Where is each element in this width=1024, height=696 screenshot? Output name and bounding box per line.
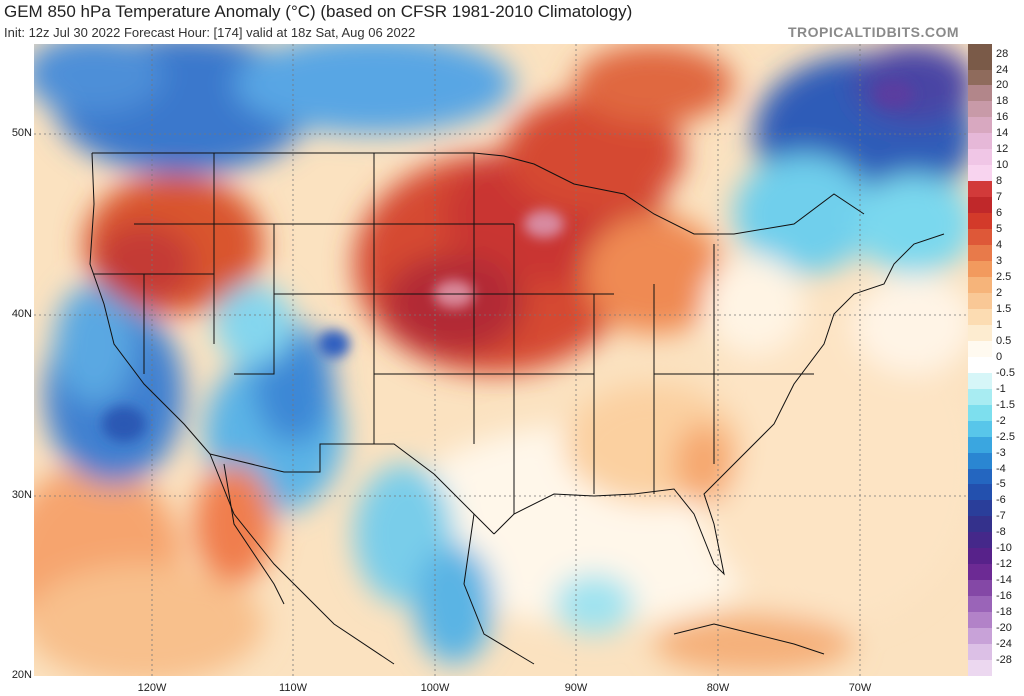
- legend-swatch: [968, 340, 992, 358]
- map-title: GEM 850 hPa Temperature Anomaly (°C) (ba…: [4, 2, 633, 21]
- legend-label: 20: [996, 79, 1009, 92]
- legend-swatch: [968, 308, 992, 326]
- legend-label: 8: [996, 175, 1003, 188]
- legend-label: -18: [996, 606, 1012, 619]
- legend-label: 18: [996, 95, 1009, 108]
- legend-label: 2.5: [996, 271, 1012, 283]
- lat-label-40n: 40N: [11, 308, 32, 320]
- legend-label: -2.5: [996, 430, 1015, 443]
- legend-swatch: [968, 85, 992, 102]
- legend-swatch: [968, 117, 992, 134]
- legend-swatch: [968, 181, 992, 198]
- legend-label: 6: [996, 207, 1003, 220]
- legend-label: -24: [996, 638, 1012, 651]
- legend-swatch-cap: [968, 44, 992, 54]
- legend-swatch: [968, 516, 992, 533]
- lon-label-100w: 100W: [420, 682, 450, 694]
- legend-label: -16: [996, 590, 1012, 603]
- legend-swatch: [968, 277, 992, 294]
- legend-label: 3: [996, 255, 1003, 268]
- legend-swatch: [968, 292, 992, 310]
- legend-swatch: [968, 564, 992, 581]
- legend-swatch: [968, 468, 992, 485]
- legend-swatch: [968, 261, 992, 278]
- legend-swatch: [968, 197, 992, 214]
- legend-swatch: [968, 149, 992, 166]
- lon-label-120w: 120W: [137, 682, 167, 694]
- forecast-info: Init: 12z Jul 30 2022 Forecast Hour: [17…: [4, 25, 416, 40]
- legend-label: -12: [996, 558, 1012, 571]
- legend-swatch: [968, 548, 992, 565]
- anomaly-field: [34, 44, 968, 676]
- legend-swatch: [968, 452, 992, 470]
- legend-swatch: [968, 404, 992, 422]
- legend-label: 7: [996, 191, 1003, 204]
- legend-swatch: [968, 324, 992, 342]
- legend-swatch: [968, 53, 992, 71]
- legend-swatch: [968, 580, 992, 597]
- legend-swatch: [968, 356, 992, 374]
- legend-label: -10: [996, 542, 1012, 555]
- legend-swatch: [968, 372, 992, 390]
- legend-swatch: [968, 229, 992, 246]
- legend-label: -2: [996, 414, 1006, 427]
- legend-label: 16: [996, 111, 1009, 124]
- legend-label: -7: [996, 510, 1006, 523]
- color-legend: [968, 44, 992, 677]
- legend-label: -14: [996, 574, 1012, 587]
- temperature-anomaly-map: [34, 44, 968, 676]
- legend-label: -5: [996, 478, 1006, 491]
- legend-label: -1: [996, 382, 1006, 395]
- lon-label-70w: 70W: [848, 682, 872, 694]
- legend-label: 28: [996, 47, 1009, 60]
- legend-swatch: [968, 245, 992, 262]
- legend-label: 10: [996, 159, 1009, 172]
- legend-swatch: [968, 628, 992, 645]
- legend-label: 1.5: [996, 302, 1012, 315]
- legend-swatch: [968, 420, 992, 438]
- lon-label-110w: 110W: [279, 682, 307, 694]
- legend-label: -3: [996, 446, 1006, 459]
- legend-swatch: [968, 101, 992, 118]
- legend-label: -0.5: [996, 366, 1015, 379]
- legend-label: 1: [996, 318, 1003, 331]
- legend-label: 4: [996, 239, 1003, 252]
- boundaries: [89, 152, 945, 665]
- watermark: TROPICALTIDBITS.COM: [788, 24, 960, 40]
- legend-label: -28: [996, 654, 1012, 667]
- legend-label: -6: [996, 494, 1006, 507]
- legend-label: -4: [996, 462, 1006, 475]
- lat-label-50n: 50N: [11, 127, 32, 139]
- lat-label-30n: 30N: [11, 489, 32, 501]
- legend-label: 0: [996, 350, 1003, 363]
- legend-swatch: [968, 532, 992, 549]
- legend-swatch: [968, 165, 992, 182]
- graticule: [34, 44, 968, 676]
- legend-swatch: [968, 436, 992, 454]
- legend-swatch: [968, 388, 992, 406]
- legend-swatch: [968, 596, 992, 613]
- lon-label-90w: 90W: [564, 682, 588, 694]
- legend-label: 5: [996, 223, 1003, 236]
- lon-label-80w: 80W: [706, 682, 730, 694]
- legend-label: 2: [996, 286, 1003, 299]
- legend-label: 24: [996, 63, 1009, 76]
- legend-swatch: [968, 69, 992, 86]
- anomaly-detail: [102, 80, 914, 442]
- legend-swatch: [968, 213, 992, 230]
- legend-swatch: [968, 660, 992, 677]
- legend-label: -1.5: [996, 398, 1015, 411]
- legend-label: 14: [996, 127, 1009, 140]
- legend-label: -20: [996, 622, 1012, 635]
- legend-label: 12: [996, 143, 1009, 156]
- legend-label: -8: [996, 526, 1006, 539]
- legend-swatch: [968, 644, 992, 661]
- legend-swatch: [968, 484, 992, 501]
- legend-swatch: [968, 612, 992, 629]
- legend-swatch: [968, 133, 992, 150]
- legend-label: 0.5: [996, 334, 1012, 347]
- legend-swatch: [968, 500, 992, 517]
- lat-label-20n: 20N: [11, 669, 32, 681]
